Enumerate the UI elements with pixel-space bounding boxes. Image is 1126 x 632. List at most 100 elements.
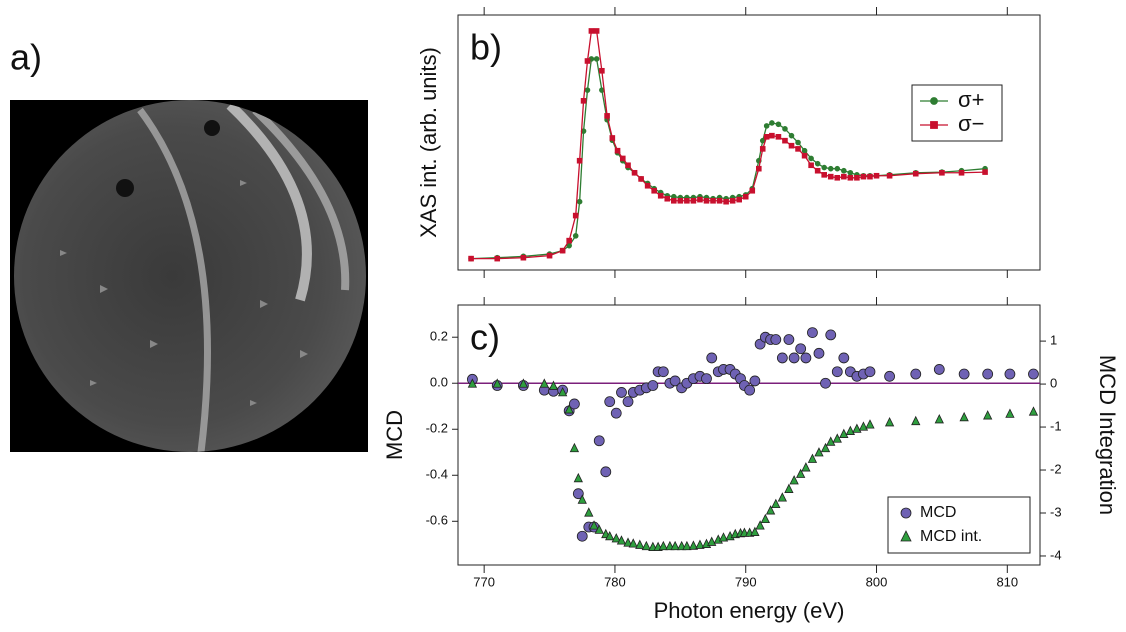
- marker: [821, 172, 828, 178]
- marker: [682, 540, 692, 551]
- marker: [795, 139, 801, 146]
- x-tick-label: 800: [866, 574, 888, 589]
- marker: [494, 255, 501, 262]
- plot-frame: [457, 304, 1041, 566]
- marker: [647, 380, 659, 391]
- marker: [701, 373, 712, 385]
- marker: [982, 169, 988, 175]
- marker: [695, 539, 705, 549]
- marker: [557, 386, 568, 397]
- marker: [576, 198, 583, 205]
- marker: [788, 132, 795, 139]
- marker: [765, 505, 776, 515]
- marker: [769, 120, 775, 126]
- marker: [572, 233, 579, 239]
- y2-tick-label: 0: [1050, 376, 1057, 391]
- marker: [782, 137, 788, 144]
- marker: [801, 147, 808, 154]
- marker: [910, 368, 922, 380]
- marker: [736, 196, 742, 203]
- marker: [584, 87, 591, 93]
- marker: [600, 466, 612, 478]
- marker: [983, 410, 993, 420]
- marker: [759, 146, 766, 152]
- marker: [548, 380, 559, 390]
- marker: [569, 442, 580, 453]
- panel-label: a): [10, 37, 42, 78]
- marker: [801, 152, 808, 159]
- marker: [684, 197, 690, 204]
- marker: [573, 472, 583, 483]
- marker: [610, 407, 622, 419]
- marker: [820, 377, 831, 389]
- marker: [593, 28, 600, 34]
- marker: [559, 247, 566, 254]
- y2-tick-label: -3: [1050, 504, 1062, 519]
- marker: [777, 492, 787, 502]
- marker: [782, 126, 788, 132]
- marker: [827, 165, 834, 172]
- marker: [716, 197, 723, 204]
- marker: [1028, 406, 1039, 416]
- spot: [204, 120, 220, 136]
- marker: [884, 417, 895, 427]
- marker: [763, 134, 770, 140]
- marker: [814, 167, 821, 174]
- series-line: [471, 30, 986, 260]
- marker: [769, 132, 775, 139]
- marker: [789, 475, 799, 485]
- marker: [664, 195, 671, 202]
- marker: [839, 428, 849, 438]
- marker: [576, 157, 583, 164]
- marker: [776, 352, 788, 364]
- marker: [749, 187, 756, 194]
- x-tick-label: 790: [735, 574, 757, 589]
- marker: [821, 164, 828, 171]
- marker: [546, 252, 553, 259]
- y2-tick-label: -1: [1050, 418, 1062, 433]
- legend-box: [911, 84, 1003, 142]
- marker: [841, 167, 847, 174]
- marker: [593, 435, 605, 447]
- streak: [252, 107, 350, 291]
- streak: [226, 101, 312, 302]
- marker: [619, 155, 626, 162]
- marker: [838, 352, 850, 364]
- marker: [788, 142, 795, 149]
- marker: [625, 162, 631, 169]
- y-tick-label: -0.4: [426, 467, 448, 482]
- panel-label: b): [470, 27, 502, 68]
- marker: [697, 196, 703, 203]
- y-tick-label: 0.0: [430, 375, 448, 390]
- marker: [641, 540, 651, 551]
- marker: [669, 375, 681, 387]
- marker: [584, 507, 594, 517]
- marker: [865, 419, 875, 429]
- legend-marker: [930, 97, 938, 105]
- marker: [958, 169, 965, 176]
- marker: [744, 384, 756, 396]
- marker: [539, 378, 549, 388]
- marker: [886, 172, 893, 179]
- streak: [137, 107, 211, 452]
- marker: [467, 378, 478, 388]
- marker: [854, 174, 860, 181]
- marker: [959, 411, 969, 422]
- marker: [784, 483, 794, 493]
- marker: [580, 98, 587, 104]
- marker: [623, 537, 633, 547]
- marker: [572, 488, 584, 500]
- marker: [867, 173, 873, 180]
- marker: [594, 524, 604, 534]
- marker: [770, 334, 782, 345]
- y2-tick-label: -2: [1050, 461, 1062, 476]
- marker: [775, 121, 782, 128]
- marker: [834, 165, 841, 172]
- marker: [492, 378, 502, 388]
- microscopy-image: [10, 100, 368, 452]
- marker: [609, 135, 616, 141]
- marker: [703, 197, 710, 204]
- image-field: [14, 100, 366, 452]
- marker: [820, 442, 831, 453]
- marker: [622, 396, 634, 408]
